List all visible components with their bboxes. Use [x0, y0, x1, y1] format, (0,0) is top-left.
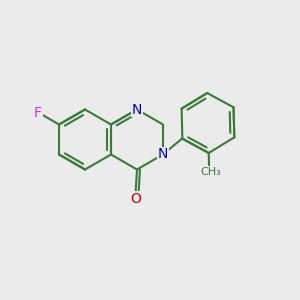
Text: O: O	[130, 192, 141, 206]
Text: F: F	[34, 106, 42, 120]
Text: N: N	[158, 148, 168, 161]
Text: N: N	[132, 103, 142, 116]
Text: CH₃: CH₃	[200, 167, 221, 177]
